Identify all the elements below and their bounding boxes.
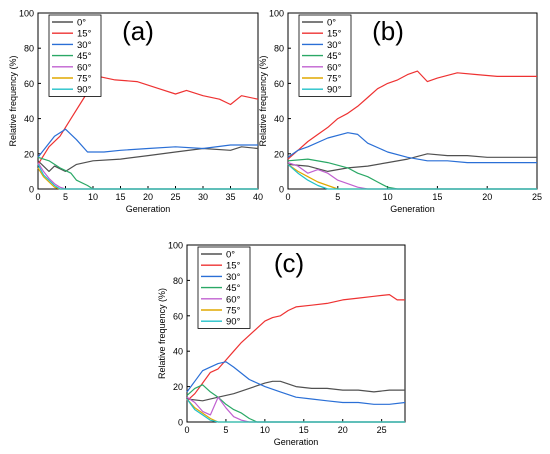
series-line [186, 361, 406, 405]
x-tick-label: 15 [432, 192, 442, 202]
x-tick-label: 0 [35, 192, 40, 202]
y-tick-label: 0 [178, 418, 183, 428]
legend-label: 45° [327, 51, 342, 62]
x-tick-label: 10 [260, 425, 270, 435]
y-tick-label: 40 [173, 347, 183, 357]
panel-label: (a) [122, 16, 154, 46]
series-line [37, 128, 258, 158]
y-tick-label: 40 [274, 114, 284, 124]
x-tick-label: 20 [482, 192, 492, 202]
legend-label: 75° [77, 74, 92, 85]
legend: 0°15°30°45°60°75°90° [48, 14, 102, 97]
series-line [37, 164, 258, 190]
series-line [186, 384, 405, 423]
x-tick-label: 10 [88, 192, 98, 202]
series-line [37, 156, 258, 190]
x-axis-title: Generation [126, 204, 171, 214]
legend-label: 0° [226, 250, 235, 261]
y-tick-label: 100 [168, 241, 183, 251]
panel-label: (c) [274, 248, 304, 278]
y-tick-label: 60 [173, 311, 183, 321]
legend-label: 75° [327, 74, 342, 85]
series-line [287, 132, 537, 164]
series-line [186, 294, 405, 402]
y-tick-label: 60 [274, 79, 284, 89]
x-tick-label: 25 [532, 192, 542, 202]
x-tick-label: 0 [285, 192, 290, 202]
x-tick-label: 25 [170, 192, 180, 202]
legend-label: 75° [226, 306, 241, 317]
series-line [287, 162, 537, 190]
x-tick-label: 20 [143, 192, 153, 202]
y-axis-title: Relative frequency (%) [258, 55, 268, 146]
y-tick-label: 80 [173, 276, 183, 286]
y-tick-label: 20 [173, 382, 183, 392]
chart-panel-0: 0 20 40 60 80 100 0 5 10 15 20 25 30 35 40 Generation Re… [8, 9, 263, 215]
legend-label: 0° [327, 18, 336, 29]
series-line [186, 398, 405, 423]
legend: 0°15°30°45°60°75°90° [298, 14, 352, 97]
chart-panel-2: 0 20 40 60 80 100 0 5 10 15 20 25 Generation Relative… [157, 241, 406, 447]
y-tick-label: 0 [279, 185, 284, 195]
x-tick-label: 25 [377, 425, 387, 435]
x-tick-label: 15 [299, 425, 309, 435]
series-line [186, 398, 405, 423]
legend-label: 0° [77, 18, 86, 29]
legend-label: 15° [327, 29, 342, 40]
legend-label: 15° [77, 29, 92, 40]
x-tick-label: 0 [184, 425, 189, 435]
series-line [37, 75, 259, 165]
series-line [37, 162, 258, 190]
legend-label: 90° [226, 317, 241, 328]
legend-label: 30° [226, 272, 241, 283]
y-tick-label: 100 [269, 9, 284, 19]
series-line [37, 167, 258, 190]
legend-label: 60° [327, 62, 342, 73]
x-tick-label: 10 [383, 192, 393, 202]
legend-label: 45° [226, 283, 241, 294]
x-tick-label: 20 [338, 425, 348, 435]
series-line [287, 163, 537, 190]
x-tick-label: 40 [253, 192, 263, 202]
y-tick-label: 0 [29, 185, 34, 195]
legend-label: 45° [77, 51, 92, 62]
legend-label: 30° [327, 40, 342, 51]
x-tick-label: 30 [198, 192, 208, 202]
x-axis-title: Generation [390, 204, 435, 214]
y-tick-label: 80 [24, 44, 34, 54]
x-tick-label: 15 [115, 192, 125, 202]
panel-label: (b) [372, 16, 404, 46]
series-line [186, 396, 405, 423]
y-tick-label: 20 [274, 149, 284, 159]
x-tick-label: 5 [223, 425, 228, 435]
legend-label: 15° [226, 261, 241, 272]
legend-label: 60° [77, 62, 92, 73]
legend-label: 30° [77, 40, 92, 51]
legend-label: 90° [77, 85, 92, 96]
series-line [186, 380, 405, 402]
y-axis-title: Relative frequency (%) [8, 55, 18, 146]
chart-panel-1: 0 20 40 60 80 100 0 5 10 15 20 25 Generation Relative… [258, 9, 542, 215]
x-tick-label: 35 [225, 192, 235, 202]
y-tick-label: 100 [19, 9, 34, 19]
x-tick-label: 5 [335, 192, 340, 202]
series-line [287, 158, 537, 190]
y-tick-label: 20 [24, 149, 34, 159]
series-line [287, 153, 537, 172]
series-line [287, 70, 537, 160]
legend-label: 60° [226, 294, 241, 305]
legend: 0°15°30°45°60°75°90° [197, 246, 251, 329]
y-tick-label: 60 [24, 79, 34, 89]
y-axis-title: Relative frequency (%) [157, 288, 167, 379]
legend-label: 90° [327, 85, 342, 96]
series-line [287, 163, 537, 190]
series-line [37, 146, 259, 172]
x-axis-title: Generation [274, 437, 319, 447]
x-tick-label: 5 [63, 192, 68, 202]
y-tick-label: 40 [24, 114, 34, 124]
y-tick-label: 80 [274, 44, 284, 54]
